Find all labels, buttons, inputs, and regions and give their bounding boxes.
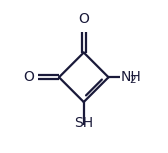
Text: 2: 2 <box>129 75 136 85</box>
Text: O: O <box>23 70 34 84</box>
Text: SH: SH <box>74 116 93 130</box>
Text: NH: NH <box>121 70 142 84</box>
Text: O: O <box>78 12 89 26</box>
